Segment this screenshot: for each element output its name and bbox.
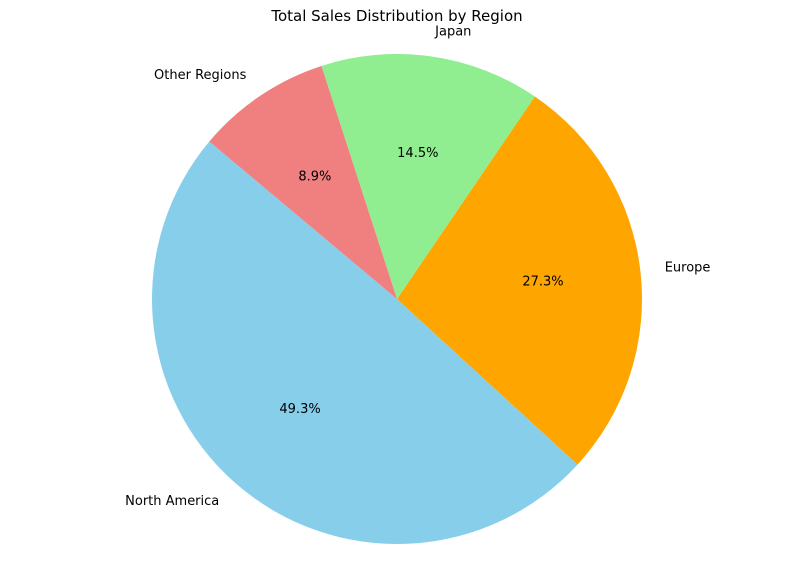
chart-title: Total Sales Distribution by Region [270,7,522,25]
pie-labels: North America 49.3% Europe 27.3% Japan 14.5% O… [125,25,710,509]
pie-slices [152,54,642,544]
pie-slice-other-regions [209,65,397,299]
pct-label-other-regions: 8.9% [298,170,331,185]
slice-label-japan: Japan [434,25,471,40]
slice-label-europe: Europe [665,260,711,275]
slice-label-other-regions: Other Regions [154,68,247,83]
pie-slice-north-america [152,141,578,544]
slice-label-north-america: North America [125,494,219,509]
pie-slice-europe [397,96,642,465]
pct-label-europe: 27.3% [522,275,563,290]
pct-label-north-america: 49.3% [279,402,320,417]
pie-slice-japan [321,54,535,299]
pct-label-japan: 14.5% [397,146,438,161]
